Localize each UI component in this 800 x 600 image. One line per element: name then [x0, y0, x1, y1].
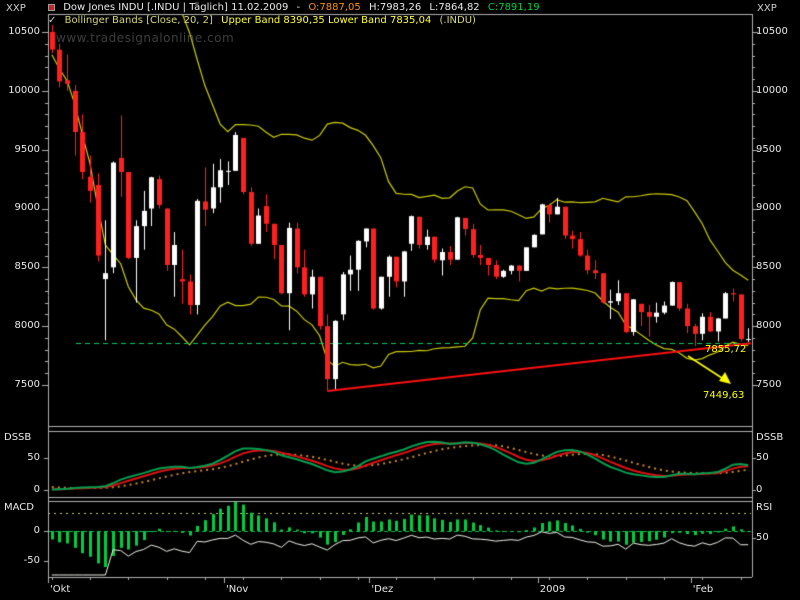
dssb-tick-label: 0: [33, 484, 40, 495]
price-axis-label-right: 10500: [756, 26, 788, 37]
price-axis-label-left: 9000: [14, 202, 40, 213]
price-axis-label-right: 9000: [756, 202, 782, 213]
quote-high: H:7983,26: [368, 2, 422, 13]
price-axis-label-right: 7500: [756, 379, 782, 390]
price-axis-label-left: 7500: [14, 379, 40, 390]
macd-tick-label: 0: [33, 525, 40, 536]
dssb-panel-label-left: DSSB: [4, 432, 32, 443]
price-axis-label-right: 8500: [756, 261, 782, 272]
indicator-name: Bollinger Bands [Close, 20, 2]: [64, 15, 213, 26]
quote-open: O:7887,05: [308, 2, 361, 13]
scale-corner-left-label: XXP: [6, 3, 26, 14]
dssb-panel-label-right: DSSB: [756, 432, 784, 443]
indicator-header: ✓ Bollinger Bands [Close, 20, 2] Upper B…: [48, 15, 481, 26]
quote-low: L:7864,82: [429, 2, 480, 13]
price-axis-label-left: 10500: [8, 26, 40, 37]
quote-close: C:7891,19: [487, 2, 540, 13]
time-axis-label: 'Nov: [226, 584, 249, 595]
instrument-header: Dow Jones INDU [.INDU | Täglich] 11.02.2…: [48, 2, 545, 13]
time-axis-label: 'Okt: [50, 584, 71, 595]
scale-corner-right-label: XXP: [757, 3, 777, 14]
series-color-swatch-icon: [48, 4, 55, 11]
price-axis-label-left: 9500: [14, 144, 40, 155]
price-axis-label-left: 8000: [14, 320, 40, 331]
macd-panel-label: MACD: [4, 502, 34, 513]
target-price-label: 7449,63: [703, 390, 745, 401]
price-axis-label-left: 8500: [14, 261, 40, 272]
price-axis-label-right: 10000: [756, 85, 788, 96]
price-axis-label-right: 8000: [756, 320, 782, 331]
instrument-title: Dow Jones INDU [.INDU | Täglich] 11.02.2…: [63, 2, 289, 13]
header-separator: -: [296, 2, 301, 13]
indicator-symbol: (.INDU): [439, 15, 476, 26]
dssb-tick-label: 50: [756, 452, 769, 463]
rsi-panel-label: RSI: [756, 502, 773, 513]
time-axis-label: 2009: [539, 584, 566, 595]
time-axis-label: 'Dez: [371, 584, 394, 595]
dssb-tick-label: 50: [27, 452, 40, 463]
dssb-tick-label: 0: [756, 484, 763, 495]
price-axis-label-right: 9500: [756, 144, 782, 155]
level-price-label: 7855,72: [705, 344, 747, 355]
indicator-values: Upper Band 8390,35 Lower Band 7835,04: [221, 15, 432, 26]
rsi-tick-label: 50: [756, 532, 769, 543]
macd-tick-label: -50: [23, 555, 40, 566]
check-icon: ✓: [48, 15, 57, 26]
price-axis-label-left: 10000: [8, 85, 40, 96]
time-axis-label: 'Feb: [692, 584, 714, 595]
